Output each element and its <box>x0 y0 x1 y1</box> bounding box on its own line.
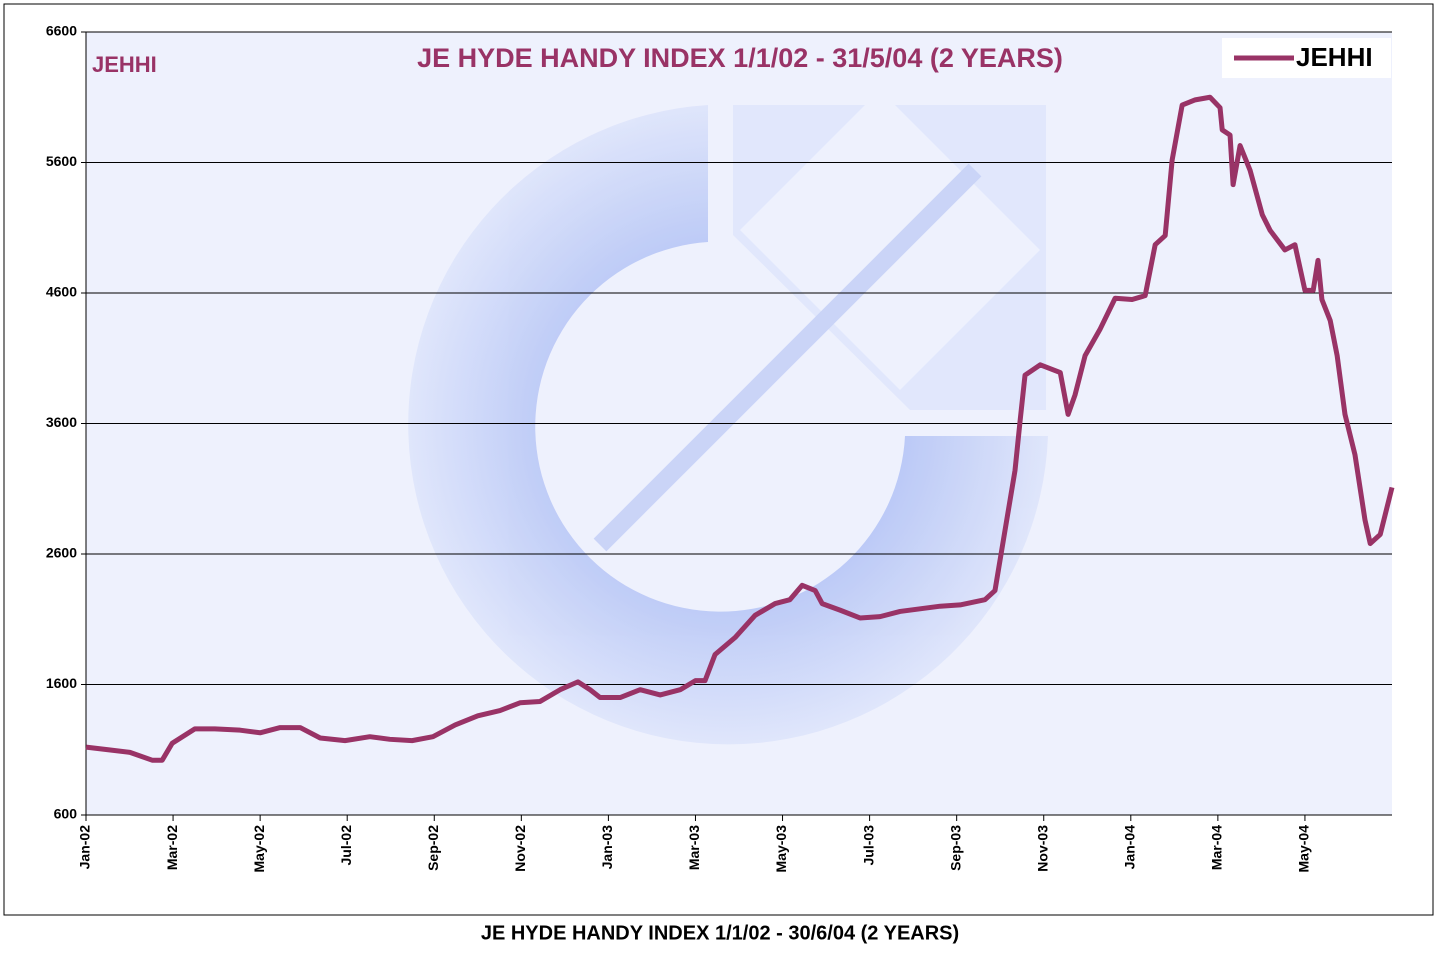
x-tick-label: May-04 <box>1296 825 1312 873</box>
data-line <box>85 94 1395 763</box>
y-tick-label: 4600 <box>46 284 77 300</box>
x-tick-label: Sep-02 <box>425 825 441 871</box>
x-tick-label: Mar-02 <box>164 825 180 870</box>
y-tick-label: 6600 <box>46 23 77 39</box>
x-tick-label: Mar-04 <box>1209 825 1225 870</box>
y-tick-label: 600 <box>54 806 78 822</box>
x-tick-label: Jan-04 <box>1122 825 1138 870</box>
x-tick-label: Jan-02 <box>77 825 93 870</box>
chart-title: JE HYDE HANDY INDEX 1/1/02 - 31/5/04 (2 … <box>417 43 1063 73</box>
x-tick-label: May-02 <box>251 825 267 873</box>
legend-label: JEHHI <box>1296 42 1373 72</box>
footer-title: JE HYDE HANDY INDEX 1/1/02 - 30/6/04 (2 … <box>481 922 959 944</box>
x-tick-label: Nov-02 <box>512 825 528 872</box>
x-tick-label: Jul-03 <box>860 825 876 866</box>
y-tick-label: 5600 <box>46 153 77 169</box>
x-tick-label: Mar-03 <box>686 825 702 870</box>
x-tick-label: Nov-03 <box>1034 825 1050 872</box>
y-tick-label: 2600 <box>46 545 77 561</box>
y-tick-label: 1600 <box>46 675 77 691</box>
watermark-logo <box>408 90 1048 745</box>
x-tick-label: Jul-02 <box>338 825 354 866</box>
y-tick-label: 3600 <box>46 414 77 430</box>
x-tick-label: Sep-03 <box>947 825 963 871</box>
x-tick-label: Jan-03 <box>599 825 615 870</box>
annotation: JEHHI <box>92 52 157 77</box>
x-tick-label: May-03 <box>773 825 789 873</box>
